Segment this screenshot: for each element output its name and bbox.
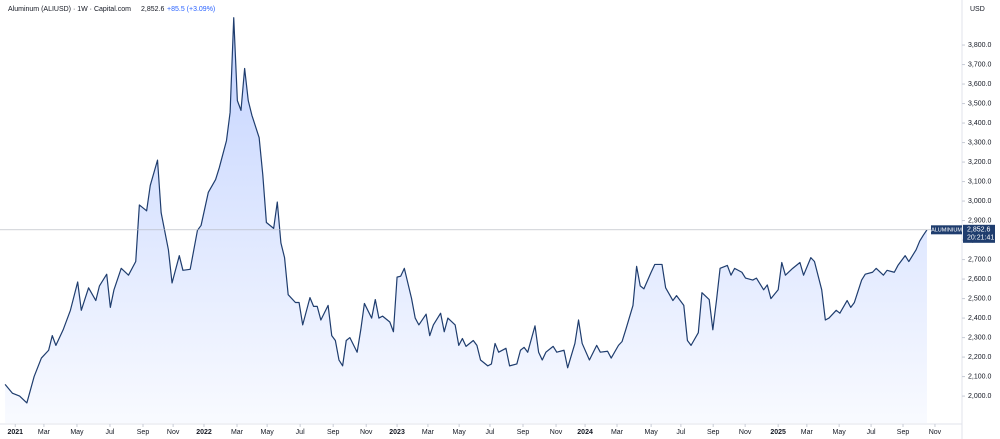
x-tick-label: May — [833, 429, 847, 436]
y-tick-label: 3,000.0 — [968, 198, 991, 205]
price-line — [4, 17, 928, 404]
y-tick-label: 2,300.0 — [968, 334, 991, 341]
x-tick-label: Sep — [137, 429, 150, 436]
x-tick-label: May — [453, 429, 467, 436]
x-tick-label: 2025 — [770, 429, 786, 436]
x-tick-label: Sep — [707, 429, 720, 436]
y-tick-label: 2,900.0 — [968, 217, 991, 224]
price-change: +85.5 (+3.09%) — [167, 6, 215, 13]
x-tick-label: Nov — [929, 429, 942, 436]
y-tick-label: 3,300.0 — [968, 139, 991, 146]
x-tick-label: Nov — [167, 429, 180, 436]
x-tick-label: Mar — [801, 429, 814, 436]
countdown: 20:21:41 — [967, 235, 994, 242]
y-tick-label: 3,200.0 — [968, 159, 991, 166]
area-fill — [5, 17, 927, 423]
y-tick-label: 2,200.0 — [968, 354, 991, 361]
y-tick-label: 2,100.0 — [968, 373, 991, 380]
y-tick-label: 3,800.0 — [968, 42, 991, 49]
plot-area — [0, 17, 962, 423]
x-tick-label: Nov — [550, 429, 563, 436]
x-tick-label: Jul — [296, 429, 305, 436]
unit-label: USD — [970, 6, 985, 13]
y-tick-label: 3,700.0 — [968, 61, 991, 68]
x-tick-label: Mar — [611, 429, 624, 436]
y-tick-label: 3,400.0 — [968, 120, 991, 127]
price-tag: 2,852.6 — [967, 227, 990, 234]
axes: 2,000.0 2,100.0 2,200.0 2,300.0 2,400.0 2,500… — [7, 42, 995, 436]
y-tick-label: 3,100.0 — [968, 178, 991, 185]
x-tick-label: 2021 — [7, 429, 23, 436]
x-tick-label: Jul — [676, 429, 685, 436]
x-tick-label: May — [645, 429, 659, 436]
y-tick-label: 3,600.0 — [968, 81, 991, 88]
x-tick-label: Mar — [38, 429, 51, 436]
symbol-tag-bg — [931, 225, 962, 235]
x-tick-label: Jul — [105, 429, 114, 436]
x-tick-label: Sep — [327, 429, 340, 436]
price-tag-bg — [963, 224, 995, 243]
y-tick-label: 3,500.0 — [968, 100, 991, 107]
y-tick-label: 2,400.0 — [968, 315, 991, 322]
y-tick-label: 2,000.0 — [968, 393, 991, 400]
x-tick-label: Nov — [739, 429, 752, 436]
y-tick-label: 2,600.0 — [968, 276, 991, 283]
x-tick-label: Mar — [231, 429, 244, 436]
y-tick-label: 2,700.0 — [968, 256, 991, 263]
chart-title: Aluminum (ALIUSD) · 1W · Capital.com — [8, 6, 131, 13]
x-tick-label: 2024 — [577, 429, 593, 436]
y-tick-label: 2,500.0 — [968, 295, 991, 302]
x-tick-label: Jul — [867, 429, 876, 436]
symbol-tag: ALUMINIUM — [931, 227, 962, 233]
x-tick-label: Sep — [517, 429, 530, 436]
x-tick-label: May — [261, 429, 275, 436]
x-tick-label: Mar — [422, 429, 435, 436]
x-tick-label: 2023 — [389, 429, 405, 436]
x-tick-label: Jul — [486, 429, 495, 436]
x-tick-label: Sep — [897, 429, 910, 436]
x-tick-label: May — [70, 429, 84, 436]
last-price: 2,852.6 — [141, 6, 164, 13]
x-tick-label: Nov — [360, 429, 373, 436]
x-tick-label: 2022 — [196, 429, 212, 436]
